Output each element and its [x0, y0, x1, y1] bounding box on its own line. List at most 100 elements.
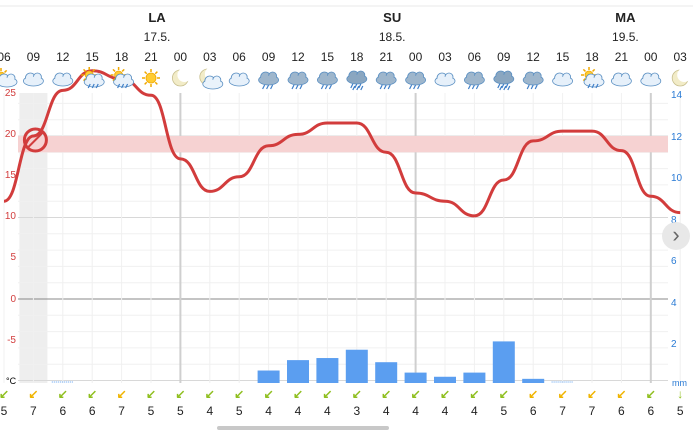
day-date: 19.5.	[612, 30, 639, 44]
precip-axis-tick: 4	[671, 298, 677, 309]
rain-cloud-icon	[258, 71, 280, 90]
wind-speed: 5	[177, 404, 184, 418]
hour-label: 00	[408, 50, 423, 64]
precip-bar	[434, 376, 456, 383]
temperature-point	[532, 139, 535, 142]
wind-speed: 7	[559, 404, 566, 418]
next-page-button[interactable]: ›	[662, 222, 690, 250]
wind-speed: 5	[676, 404, 684, 418]
rain-cloud-icon	[287, 71, 309, 90]
wind-direction-icon: ↙	[145, 387, 157, 401]
temperature-point	[385, 151, 388, 154]
precip-bar	[257, 370, 280, 383]
temperature-point	[61, 89, 64, 92]
wind-speed: 7	[588, 404, 596, 418]
cloud-icon	[611, 72, 632, 87]
temperature-line	[3, 69, 681, 218]
temperature-point	[473, 214, 476, 217]
wind-direction-icon: ↙	[204, 387, 215, 401]
temp-unit-label: °C	[6, 376, 17, 386]
temperature-point	[561, 130, 564, 133]
rain-cloud-icon	[522, 71, 544, 90]
hour-label: 21	[614, 50, 629, 64]
day-label: SU	[383, 10, 402, 25]
precip-bar	[522, 378, 545, 383]
precip-axis-tick: 6	[671, 256, 677, 267]
wind-direction-icon: ↙	[586, 387, 598, 401]
wind-direction-icon: ↙	[528, 387, 539, 401]
temperature-point	[444, 200, 447, 203]
hour-label: 09	[26, 50, 41, 64]
day-label: MA	[615, 10, 636, 25]
cloud-icon	[552, 72, 573, 87]
wind-direction-icon: ↙	[57, 387, 68, 401]
cloud-icon	[228, 72, 250, 87]
rain-cloud-icon	[405, 71, 427, 90]
temp-axis-tick: 10	[4, 211, 16, 222]
moon-icon	[671, 68, 692, 87]
temperature-point	[591, 130, 594, 133]
hour-label: 09	[261, 50, 276, 64]
wind-speed: 4	[471, 404, 478, 418]
wind-direction-icon: ↙	[645, 387, 656, 401]
precip-axis-tick: 14	[671, 90, 683, 101]
precip-bar	[463, 372, 486, 383]
wind-direction-icon: ↙	[469, 387, 480, 401]
temperature-point	[3, 200, 6, 203]
hour-label: 15	[320, 50, 335, 64]
precip-bar	[492, 341, 515, 383]
precip-axis-tick: 2	[671, 339, 677, 350]
temp-axis-tick: 5	[10, 252, 16, 263]
wind-speed: 6	[647, 404, 655, 418]
rain-heavy-icon	[493, 70, 515, 91]
hour-label: 12	[291, 50, 305, 64]
wind-speed: 4	[412, 404, 419, 418]
wind-speed: 7	[30, 404, 37, 418]
sun-cloud-icon	[81, 67, 105, 89]
temperature-point	[150, 94, 153, 97]
wind-direction-icon: ↙	[234, 387, 245, 401]
wind-direction-icon: ↙	[381, 387, 392, 401]
horizontal-scrollbar[interactable]	[217, 426, 389, 430]
precip-axis-tick: 10	[671, 173, 683, 184]
wind-direction-icon: ↙	[0, 387, 10, 401]
temperature-point	[414, 192, 417, 195]
wind-speed: 4	[324, 404, 331, 418]
wind-direction-icon: ↙	[263, 387, 274, 401]
wind-speed: 4	[441, 404, 449, 418]
hour-label: 06	[0, 50, 11, 64]
precip-unit-label: mm	[672, 378, 687, 388]
cloud-icon	[52, 72, 74, 87]
temperature-point	[649, 195, 652, 198]
hour-label: 18	[585, 50, 599, 64]
temp-axis-tick: 0	[10, 294, 16, 305]
cloud-icon	[640, 72, 662, 87]
rain-cloud-icon	[375, 71, 397, 90]
hour-label: 03	[438, 50, 452, 64]
current-temp-marker-slash	[26, 131, 45, 149]
sun-cloud-icon	[581, 67, 605, 89]
hour-label: 21	[144, 50, 158, 64]
wind-direction-icon: ↙	[175, 387, 186, 401]
hour-label: 03	[673, 50, 687, 64]
wind-speed: 4	[294, 404, 302, 418]
temperature-point	[32, 135, 35, 138]
wind-speed: 5	[235, 404, 243, 418]
hour-label: 06	[232, 50, 246, 64]
sun-partly-icon	[0, 68, 18, 88]
wind-speed: 5	[147, 404, 155, 418]
wind-direction-icon: ↓	[677, 387, 684, 401]
hour-label: 09	[497, 50, 511, 64]
precip-bar	[404, 372, 427, 383]
hour-label: 21	[379, 50, 393, 64]
wind-direction-icon: ↙	[439, 387, 451, 401]
wind-speed: 7	[118, 404, 125, 418]
moon-icon	[171, 68, 192, 87]
temperature-point	[208, 190, 211, 193]
precip-axis-tick: 12	[671, 132, 683, 143]
wind-speed: 5	[500, 404, 508, 418]
temperature-point	[502, 179, 505, 182]
hour-label: 18	[114, 50, 129, 64]
current-temp-marker[interactable]	[22, 127, 48, 153]
